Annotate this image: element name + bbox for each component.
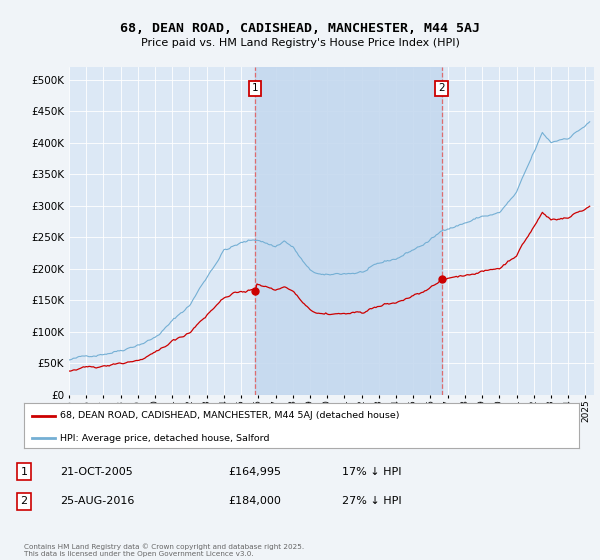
Text: 68, DEAN ROAD, CADISHEAD, MANCHESTER, M44 5AJ (detached house): 68, DEAN ROAD, CADISHEAD, MANCHESTER, M4… (60, 411, 400, 420)
Text: £184,000: £184,000 (228, 496, 281, 506)
Text: 25-AUG-2016: 25-AUG-2016 (60, 496, 134, 506)
Text: 2: 2 (439, 83, 445, 94)
Text: 1: 1 (20, 466, 28, 477)
Text: 68, DEAN ROAD, CADISHEAD, MANCHESTER, M44 5AJ: 68, DEAN ROAD, CADISHEAD, MANCHESTER, M4… (120, 22, 480, 35)
Text: Price paid vs. HM Land Registry's House Price Index (HPI): Price paid vs. HM Land Registry's House … (140, 38, 460, 48)
Text: Contains HM Land Registry data © Crown copyright and database right 2025.
This d: Contains HM Land Registry data © Crown c… (24, 544, 304, 557)
Text: £164,995: £164,995 (228, 466, 281, 477)
Text: 17% ↓ HPI: 17% ↓ HPI (342, 466, 401, 477)
Text: 27% ↓ HPI: 27% ↓ HPI (342, 496, 401, 506)
Text: 1: 1 (251, 83, 258, 94)
Bar (255, 67, 442, 395)
Text: 2: 2 (20, 496, 28, 506)
Text: 21-OCT-2005: 21-OCT-2005 (60, 466, 133, 477)
Text: HPI: Average price, detached house, Salford: HPI: Average price, detached house, Salf… (60, 433, 269, 442)
